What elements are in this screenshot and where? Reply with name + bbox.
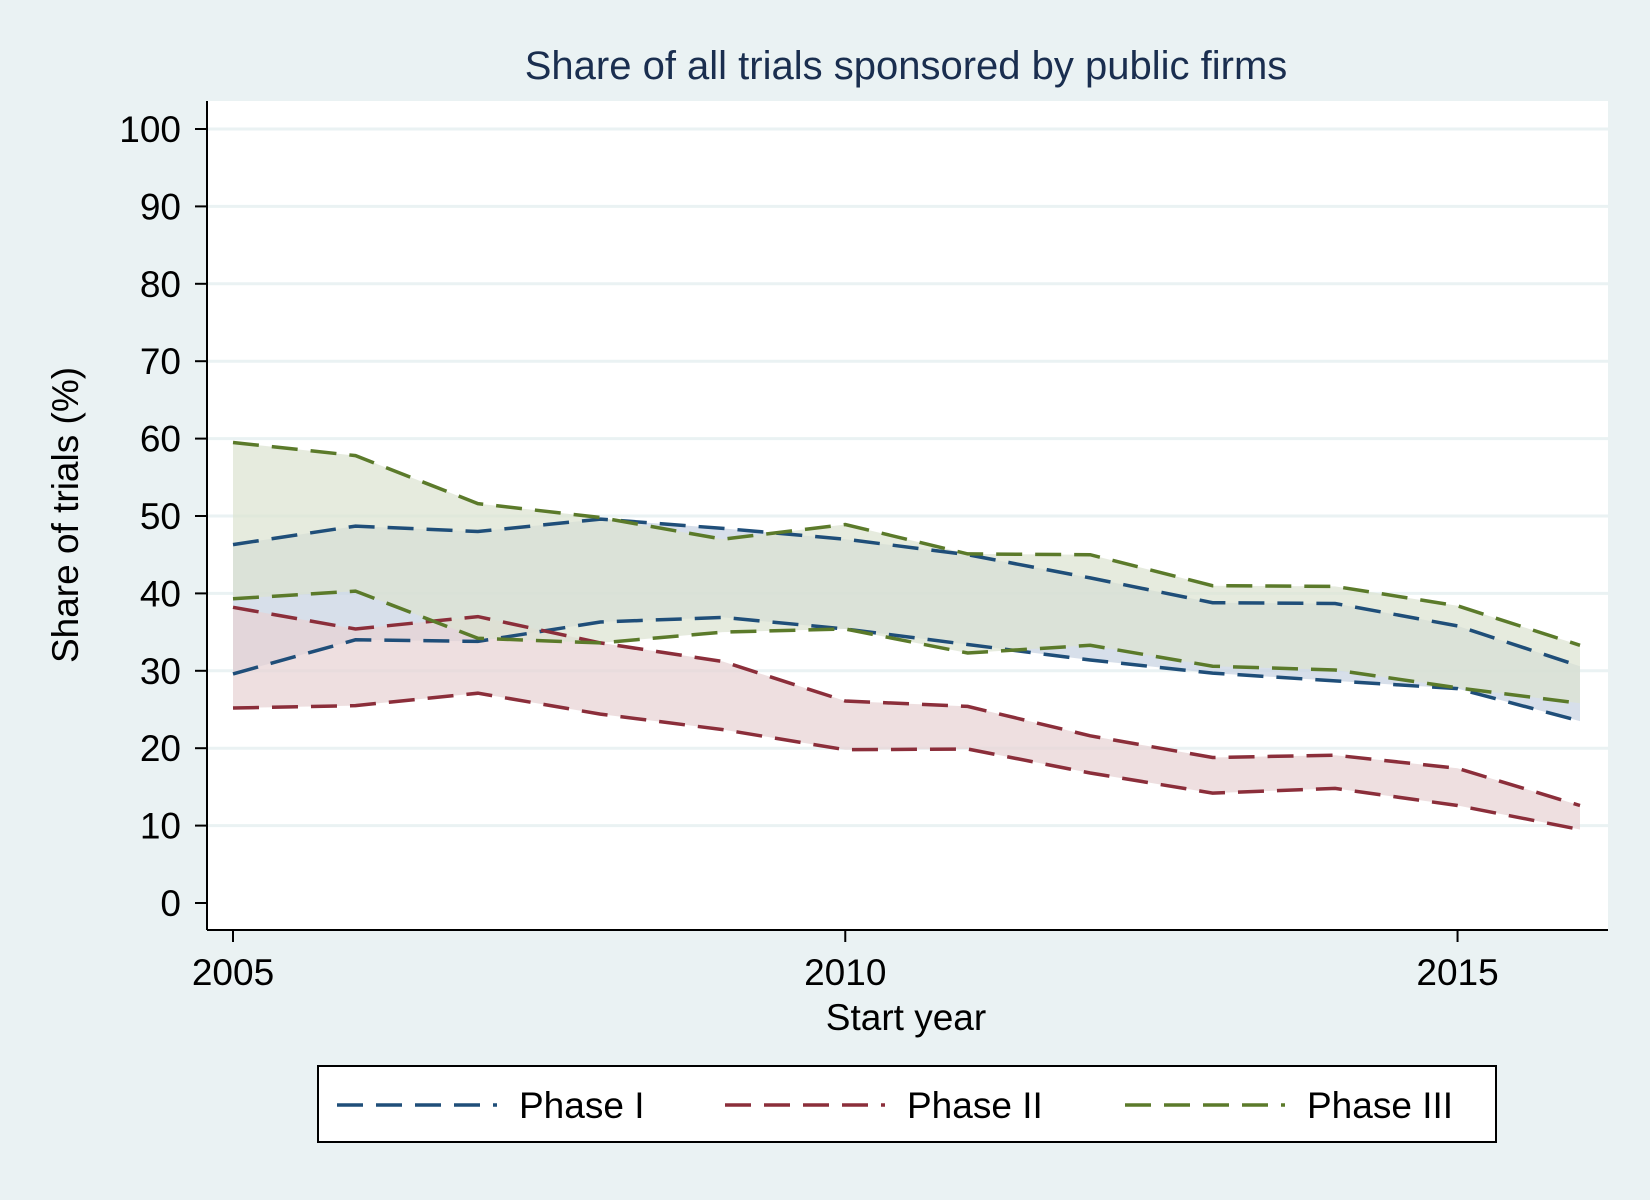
y-tick-label-30: 30 [140, 651, 181, 692]
upper-line-phase-ii [232, 605, 1581, 808]
lower-line-phase-ii [232, 691, 1581, 832]
legend-label-phase-iii: Phase III [1307, 1085, 1453, 1126]
y-tick-label-60: 60 [140, 419, 181, 460]
x-axis-label: Start year [826, 997, 986, 1038]
x-axis-ticks: 2005 2010 2015 [192, 930, 1499, 993]
legend-box [317, 1065, 1497, 1143]
chart-title: Share of all trials sponsored by public … [525, 44, 1288, 88]
y-axis-label: Share of trials (%) [45, 367, 86, 663]
legend-label-phase-ii: Phase II [907, 1085, 1043, 1126]
lower-line-phase-iii [232, 589, 1581, 706]
band-area-phase-iii [233, 442, 1580, 704]
band-area-phase-ii [233, 607, 1580, 830]
band-areas [233, 442, 1580, 830]
x-tick-label-2015: 2015 [1416, 952, 1498, 993]
y-tick-label-90: 90 [140, 186, 181, 227]
y-axis-ticks: 0 10 20 30 40 50 60 70 80 90 100 [119, 109, 207, 924]
legend-items: Phase I Phase II Phase III [337, 1085, 1453, 1126]
y-tick-label-50: 50 [140, 496, 181, 537]
y-tick-label-80: 80 [140, 264, 181, 305]
y-tick-label-70: 70 [140, 341, 181, 382]
y-tick-label-0: 0 [160, 883, 181, 924]
legend-label-phase-i: Phase I [519, 1085, 644, 1126]
y-tick-label-20: 20 [140, 728, 181, 769]
y-tick-label-10: 10 [140, 806, 181, 847]
upper-line-phase-i [232, 517, 1581, 668]
y-tick-label-40: 40 [140, 573, 181, 614]
band-lines [232, 440, 1581, 832]
y-tick-label-100: 100 [119, 109, 181, 150]
legend: Phase I Phase II Phase III [317, 1065, 1497, 1143]
x-tick-label-2010: 2010 [804, 952, 886, 993]
upper-line-phase-iii [232, 440, 1581, 647]
x-tick-label-2005: 2005 [192, 952, 274, 993]
lower-line-phase-i [232, 615, 1581, 723]
